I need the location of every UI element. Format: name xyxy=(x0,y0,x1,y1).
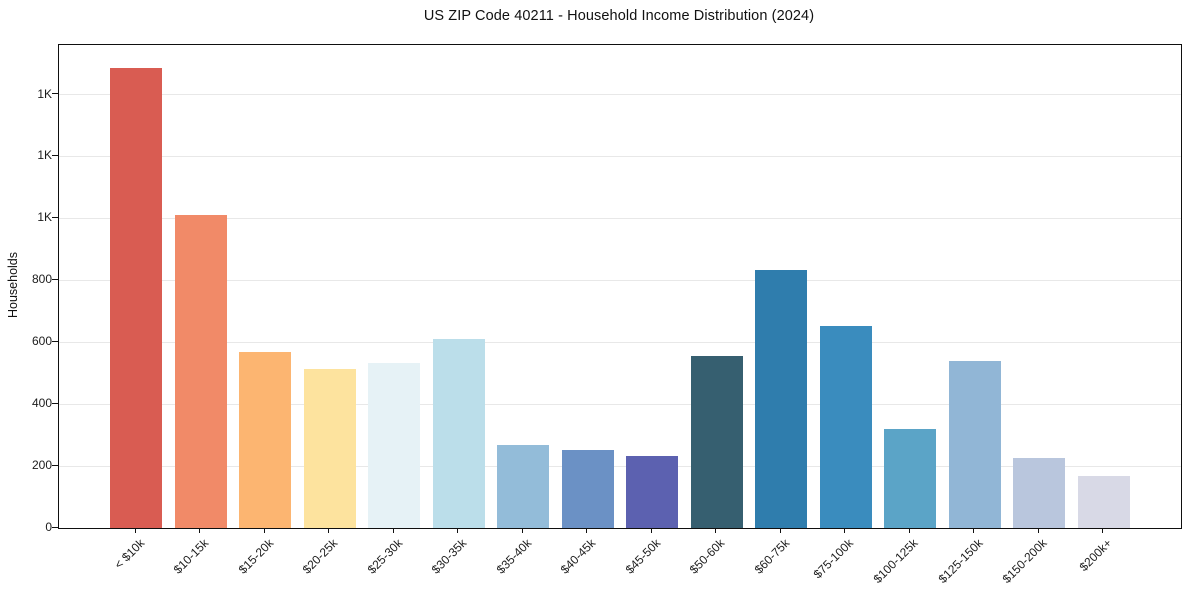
gridline xyxy=(59,94,1181,96)
y-tick-mark xyxy=(52,93,58,95)
x-tick-label: $150-200k xyxy=(999,536,1050,587)
bar-$125-150k xyxy=(948,361,1001,528)
y-tick-label: 800 xyxy=(31,272,52,287)
x-tick-label: $30-35k xyxy=(428,536,470,577)
gridline xyxy=(59,155,1181,157)
y-tick-label: 400 xyxy=(31,396,52,411)
bar-$35-40k xyxy=(497,445,549,528)
x-tick-label: $25-30k xyxy=(364,536,405,577)
y-tick-label: 1K xyxy=(37,210,52,225)
plot-area xyxy=(58,44,1182,529)
y-tick-mark xyxy=(52,154,58,157)
y-tick-label: 1K xyxy=(37,86,52,101)
y-tick-mark xyxy=(52,464,58,466)
gridline xyxy=(59,279,1181,281)
bar-$60-75k xyxy=(755,270,807,528)
y-tick-label: 200 xyxy=(31,458,52,473)
x-tick-mark xyxy=(134,528,136,534)
x-tick-mark xyxy=(650,528,652,534)
x-tick-mark xyxy=(328,528,330,534)
y-tick-mark xyxy=(52,340,58,343)
x-tick-mark xyxy=(1102,528,1104,534)
x-tick-label: $20-25k xyxy=(299,536,341,577)
y-tick-mark xyxy=(52,402,58,404)
x-tick-label: $50-60k xyxy=(686,536,728,577)
x-tick-mark xyxy=(586,528,588,534)
y-tick-label: 1K xyxy=(37,148,52,163)
x-tick-label: < $10k xyxy=(111,536,147,572)
bar-$200k+ xyxy=(1077,476,1130,528)
x-tick-mark xyxy=(779,528,781,534)
bar-$40-45k xyxy=(561,450,614,528)
x-tick-label: $15-20k xyxy=(235,536,276,577)
x-tick-mark xyxy=(715,528,717,534)
x-tick-label: $75-100k xyxy=(811,536,857,582)
x-tick-label: $100-125k xyxy=(870,536,921,587)
bar-$30-35k xyxy=(432,339,485,528)
x-tick-label: $125-150k xyxy=(935,536,986,587)
x-tick-label: $35-40k xyxy=(493,536,534,577)
bar-$45-50k xyxy=(626,455,678,528)
bar-$15-20k xyxy=(239,351,291,528)
gridline xyxy=(59,217,1181,219)
x-tick-label: $45-50k xyxy=(622,536,663,577)
y-tick-mark xyxy=(52,278,58,281)
x-tick-label: $200k+ xyxy=(1076,536,1115,574)
x-tick-mark xyxy=(199,528,201,534)
gridline xyxy=(59,341,1181,343)
bar-$10-15k xyxy=(174,214,227,528)
x-tick-mark xyxy=(521,528,523,534)
y-tick-mark xyxy=(52,216,58,219)
y-tick-label: 0 xyxy=(45,520,52,534)
x-tick-mark xyxy=(1037,528,1039,534)
x-tick-label: $10-15k xyxy=(170,536,212,577)
gridline xyxy=(59,465,1181,467)
x-tick-mark xyxy=(263,528,265,534)
bar-$50-60k xyxy=(690,355,743,528)
bar-$20-25k xyxy=(303,368,356,528)
bar-$150-200k xyxy=(1013,458,1065,528)
bar-$25-30k xyxy=(368,362,420,528)
x-tick-mark xyxy=(457,528,459,534)
x-tick-mark xyxy=(908,528,910,534)
bar-< $10k xyxy=(110,68,162,528)
bar-$100-125k xyxy=(884,428,936,528)
x-tick-mark xyxy=(392,528,394,534)
y-tick-label: 600 xyxy=(31,334,52,349)
chart-title: US ZIP Code 40211 - Household Income Dis… xyxy=(423,8,815,24)
gridline xyxy=(59,403,1181,405)
x-tick-label: $40-45k xyxy=(557,536,599,577)
x-tick-mark xyxy=(844,528,846,534)
x-tick-label: $60-75k xyxy=(751,536,792,577)
y-tick-mark xyxy=(52,526,58,528)
x-tick-mark xyxy=(973,528,975,534)
bar-$75-100k xyxy=(819,326,872,528)
